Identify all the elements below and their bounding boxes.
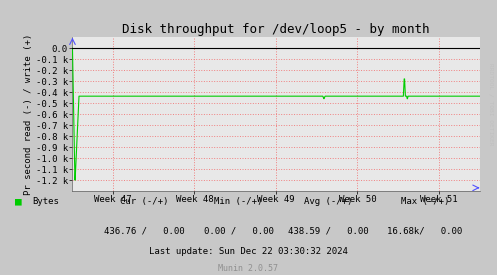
Text: Cur (-/+): Cur (-/+) [120, 197, 168, 206]
Text: Avg (-/+): Avg (-/+) [304, 197, 352, 206]
Y-axis label: Pr second read (-) / write (+): Pr second read (-) / write (+) [24, 34, 33, 195]
Text: 436.76 /   0.00: 436.76 / 0.00 [104, 227, 184, 236]
Text: 16.68k/   0.00: 16.68k/ 0.00 [387, 227, 463, 236]
Text: ■: ■ [15, 197, 22, 207]
Text: 0.00 /   0.00: 0.00 / 0.00 [204, 227, 273, 236]
Text: Munin 2.0.57: Munin 2.0.57 [219, 264, 278, 273]
Text: Bytes: Bytes [32, 197, 59, 206]
Text: RRDTOOL / TOBI OETIKER: RRDTOOL / TOBI OETIKER [489, 63, 494, 146]
Text: 438.59 /   0.00: 438.59 / 0.00 [288, 227, 368, 236]
Text: Min (-/+): Min (-/+) [214, 197, 263, 206]
Title: Disk throughput for /dev/loop5 - by month: Disk throughput for /dev/loop5 - by mont… [122, 23, 429, 36]
Text: Max (-/+): Max (-/+) [401, 197, 449, 206]
Text: Last update: Sun Dec 22 03:30:32 2024: Last update: Sun Dec 22 03:30:32 2024 [149, 248, 348, 257]
